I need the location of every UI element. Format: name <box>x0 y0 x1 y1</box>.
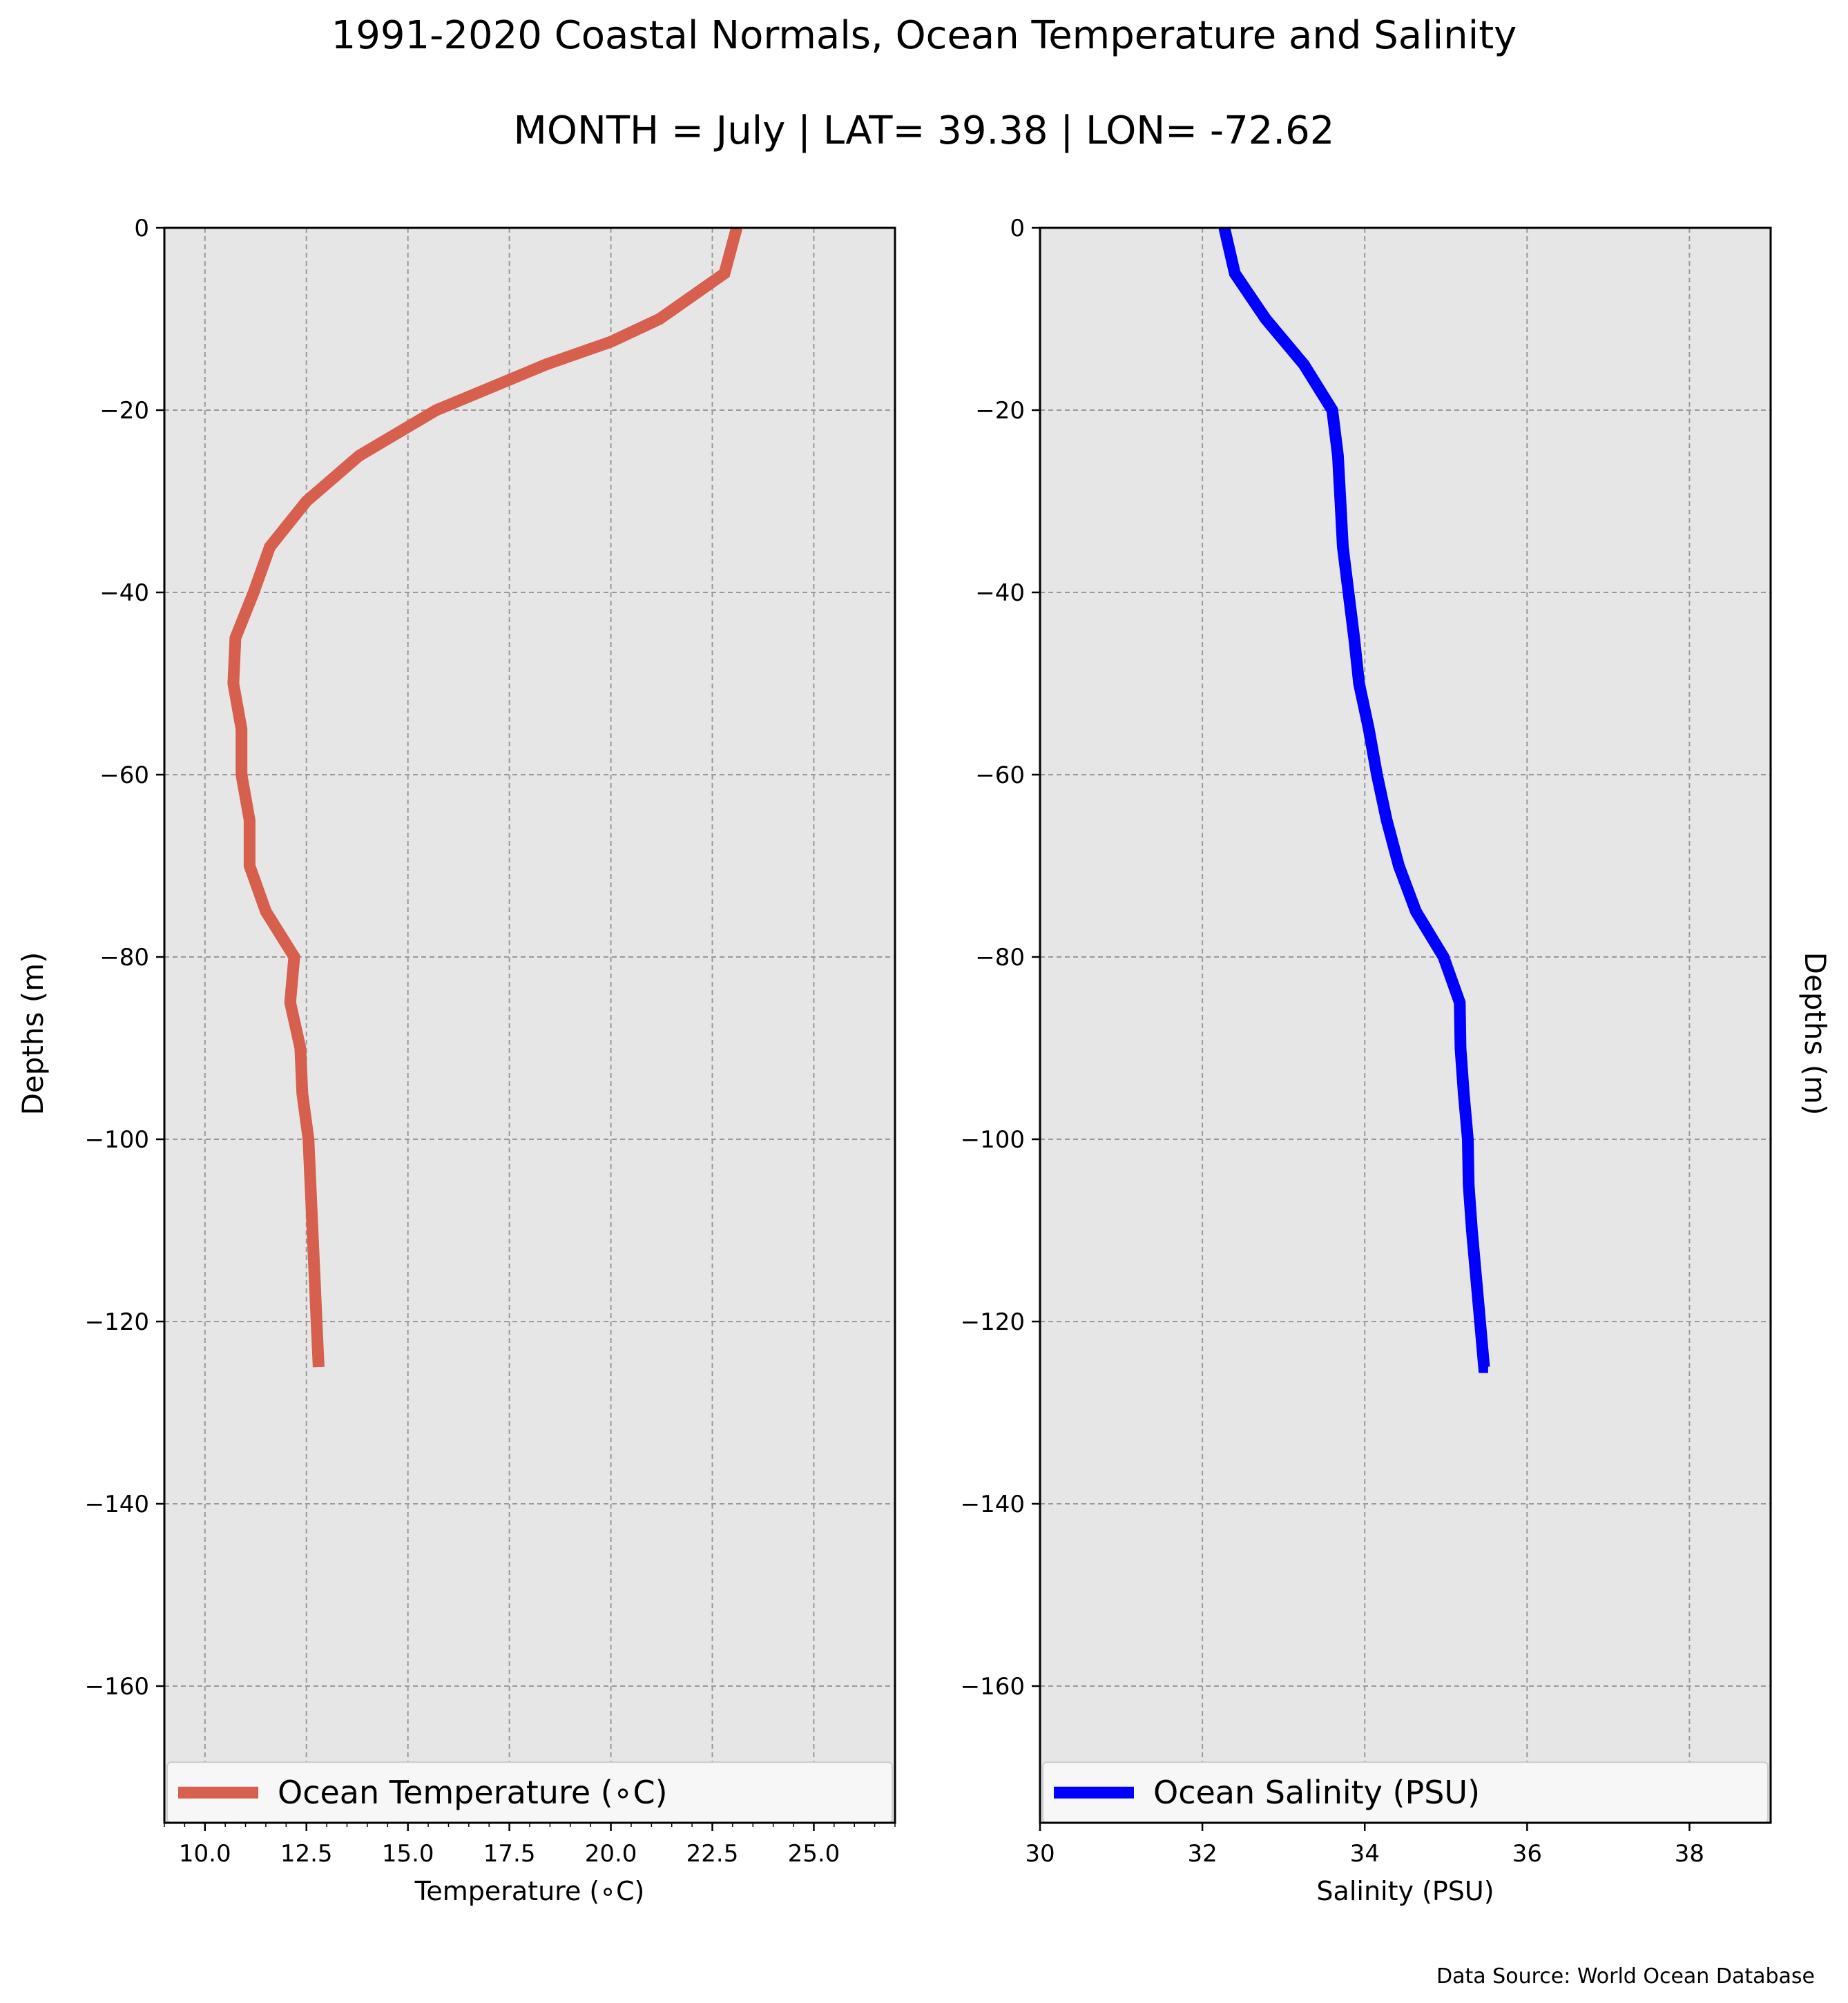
x-tick-label: 10.0 <box>179 1840 231 1868</box>
x-tick-label: 30 <box>1025 1840 1055 1868</box>
source-note: Data Source: World Ocean Database <box>1436 1964 1815 1989</box>
y-tick-label: 0 <box>134 215 149 242</box>
x-tick-label: 20.0 <box>585 1840 637 1868</box>
chart-title: 1991-2020 Coastal Normals, Ocean Tempera… <box>331 13 1517 58</box>
legend-label: Ocean Temperature (∘C) <box>278 1774 668 1811</box>
y-tick-label: −20 <box>99 397 149 425</box>
x-tick-label: 17.5 <box>483 1840 536 1868</box>
axes-frame <box>1039 226 1772 1824</box>
x-axis-label: Salinity (PSU) <box>1316 1876 1494 1906</box>
y-tick-label: −60 <box>99 762 149 789</box>
y-tick-label: −60 <box>975 762 1025 789</box>
y-tick-label: −160 <box>961 1673 1025 1701</box>
x-tick-label: 32 <box>1187 1840 1217 1868</box>
left-y-axis-label: Depths (m) <box>16 952 50 1116</box>
x-tick-label: 12.5 <box>280 1840 333 1868</box>
temperature-panel: Ocean Temperature (∘C) 0 −20 −40 −60 −80 −100 −… <box>85 215 896 1906</box>
y-tick-label: −120 <box>85 1308 149 1336</box>
legend-label: Ocean Salinity (PSU) <box>1153 1774 1480 1811</box>
x-tick-label: 34 <box>1350 1840 1380 1868</box>
y-tick-label: 0 <box>1010 215 1025 242</box>
y-tick-label: −140 <box>961 1491 1025 1518</box>
x-axis-label: Temperature (∘C) <box>414 1876 645 1906</box>
salinity-panel: Ocean Salinity (PSU) 0 −20 −40 −60 −80 −100 −12… <box>961 215 1772 1906</box>
y-tick-label: −20 <box>975 397 1025 425</box>
x-tick-label: 38 <box>1675 1840 1704 1868</box>
y-tick-label: −80 <box>975 944 1025 971</box>
x-tick-label: 22.5 <box>686 1840 739 1868</box>
plot-area <box>1040 228 1771 1823</box>
x-tick-label: 15.0 <box>382 1840 434 1868</box>
chart-subtitle: MONTH = July | LAT= 39.38 | LON= -72.62 <box>514 108 1335 153</box>
y-tick-label: −80 <box>99 944 149 971</box>
x-tick-label: 36 <box>1512 1840 1542 1868</box>
plot-area <box>164 228 895 1823</box>
x-tick-label: 25.0 <box>788 1840 840 1868</box>
y-tick-label: −100 <box>85 1126 149 1154</box>
salinity-series-line <box>1218 226 1490 1373</box>
y-tick-label: −140 <box>85 1491 149 1518</box>
y-tick-label: −160 <box>85 1673 149 1701</box>
y-tick-label: −120 <box>961 1308 1025 1336</box>
y-tick-label: −40 <box>99 579 149 607</box>
right-y-axis-label: Depths (m) <box>1798 952 1832 1116</box>
y-tick-label: −40 <box>975 579 1025 607</box>
y-tick-label: −100 <box>961 1126 1025 1154</box>
temperature-series-line <box>227 226 743 1368</box>
